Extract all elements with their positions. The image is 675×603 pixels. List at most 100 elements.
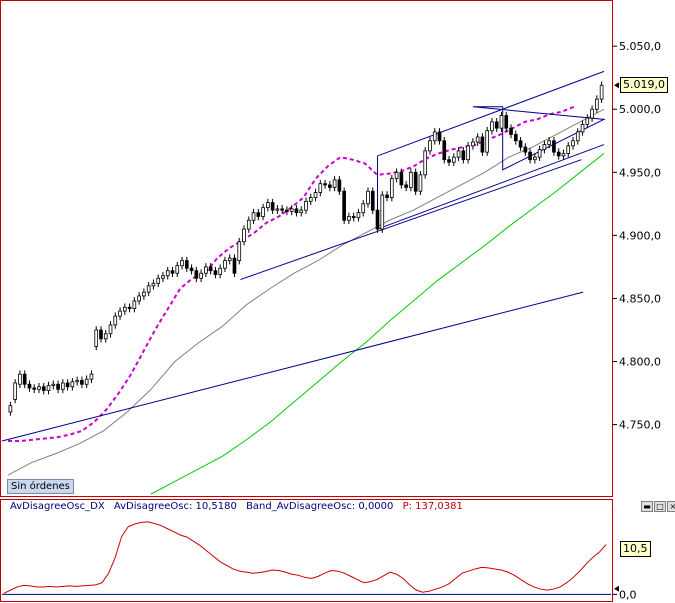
candle-body <box>323 183 327 186</box>
candle-body <box>394 171 399 180</box>
ma-mid-line <box>7 108 605 476</box>
candle-body <box>385 194 389 198</box>
candle-body <box>189 267 194 272</box>
candle-body <box>27 383 32 389</box>
candle-body <box>361 203 366 214</box>
candle-body <box>595 98 599 110</box>
candle-body <box>151 282 156 287</box>
candle-body <box>261 207 265 217</box>
candle-body <box>518 140 523 148</box>
candle-body <box>499 115 504 129</box>
oscillator-svg: 0,0 <box>2 521 637 601</box>
candle-body <box>213 270 218 275</box>
candle-body <box>122 306 127 312</box>
osc-border-bottom <box>0 601 613 602</box>
candle-body <box>590 108 594 119</box>
candle-body <box>494 121 499 129</box>
long-trendline <box>1 291 584 442</box>
candle-body <box>480 136 485 153</box>
close-button[interactable]: × <box>667 501 675 512</box>
candle-body <box>56 383 60 390</box>
osc-border-right <box>612 499 613 602</box>
osc-header: AvDisagreeOsc_DX AvDisagreeOsc: 10,5180 … <box>10 501 469 513</box>
osc-last-arrow <box>614 585 619 592</box>
candle-body <box>275 208 280 211</box>
candle-body <box>409 171 413 188</box>
candle-body <box>304 200 308 211</box>
candle-body <box>580 123 585 133</box>
candle-body <box>418 174 423 192</box>
candle-body <box>351 216 356 219</box>
candle-body <box>41 386 46 391</box>
osc-border-left <box>0 499 1 602</box>
channel-mid-line <box>377 144 605 230</box>
ma-slow-line <box>150 152 605 495</box>
candle-body <box>89 373 94 380</box>
oscillator-panel[interactable] <box>0 499 613 602</box>
candle-body <box>132 300 137 309</box>
candle-body <box>552 140 556 153</box>
candle-body <box>437 131 442 142</box>
panel-border-bottom <box>0 496 613 497</box>
y-tick-label: 4.900,0 <box>619 229 661 242</box>
candle-body <box>46 385 51 391</box>
orders-status-button[interactable]: Sin órdenes <box>7 479 74 494</box>
candle-body <box>413 171 418 192</box>
candle-body <box>127 306 132 309</box>
candle-body <box>308 197 313 202</box>
candle-body <box>475 136 480 143</box>
candle-body <box>13 382 17 400</box>
candle-body <box>332 179 337 188</box>
triangle-pattern <box>472 106 606 171</box>
osc-header-series: AvDisagreeOsc_DX <box>10 501 105 512</box>
candle-body <box>575 131 580 142</box>
candle-body <box>251 212 256 221</box>
candle-body <box>542 144 547 151</box>
candle-body <box>170 270 175 274</box>
osc-last-value-label: 10,5 <box>620 541 651 557</box>
candle-body <box>447 159 451 163</box>
candle-body <box>328 184 332 188</box>
candle-body <box>32 387 37 390</box>
candle-body <box>389 178 394 198</box>
candle-body <box>428 140 432 152</box>
candle-body <box>51 383 56 386</box>
candle-body <box>432 131 437 142</box>
candle-body <box>94 329 99 347</box>
panel-border-top <box>0 0 613 1</box>
candle-body <box>99 329 103 340</box>
maximize-button[interactable]: □ <box>654 501 666 512</box>
osc-y-tick-label: 0,0 <box>619 588 637 601</box>
candle-body <box>165 270 170 277</box>
y-tick-label: 4.800,0 <box>619 356 661 369</box>
candle-body <box>528 151 532 161</box>
candle-body <box>194 270 199 279</box>
candle-body <box>442 140 447 161</box>
panel-border-right <box>612 0 613 497</box>
panel-border-left <box>0 0 1 497</box>
candle-body <box>556 151 561 157</box>
candle-body <box>404 184 408 188</box>
candle-body <box>103 333 108 340</box>
minimize-button[interactable]: ▬ <box>641 501 653 512</box>
osc-header-band: Band_AvDisagreeOsc: 0,0000 <box>246 501 394 512</box>
candle-body <box>509 127 513 135</box>
candle-body <box>70 381 75 388</box>
candle-body <box>199 272 203 279</box>
candle-body <box>80 380 84 385</box>
candle-body <box>347 216 351 221</box>
candle-body <box>423 150 428 176</box>
candle-body <box>280 208 284 211</box>
candle-body <box>461 150 466 161</box>
candle-body <box>285 209 289 212</box>
candle-body <box>294 208 299 214</box>
candle-body <box>547 140 551 145</box>
candle-body <box>380 194 385 230</box>
candle-body <box>146 285 151 293</box>
candle-body <box>137 295 141 302</box>
candle-body <box>37 386 41 390</box>
candle-body <box>242 228 246 243</box>
candle-body <box>533 156 537 161</box>
candle-body <box>218 267 223 275</box>
last-price-arrow <box>614 82 619 89</box>
